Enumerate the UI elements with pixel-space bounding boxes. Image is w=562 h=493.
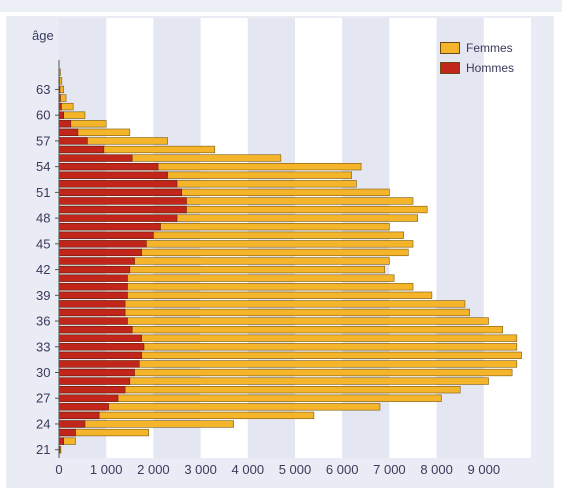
y-tick-label-21: 21 xyxy=(36,442,50,457)
bar-hommes-60 xyxy=(58,111,65,119)
x-tick-label-0: 0 xyxy=(55,462,62,477)
y-tick-label-39: 39 xyxy=(36,288,50,303)
y-tick-label-30: 30 xyxy=(36,365,50,380)
x-tick-label-8: 8 000 xyxy=(420,462,453,477)
x-tick-label-1: 1 000 xyxy=(90,462,123,477)
x-tick-label-7: 7 000 xyxy=(373,462,406,477)
bar-hommes-44 xyxy=(58,248,142,257)
bar-hommes-51 xyxy=(58,188,183,197)
bar-hommes-39 xyxy=(58,291,128,299)
bar-hommes-58 xyxy=(58,128,79,136)
bar-hommes-22 xyxy=(58,437,65,445)
x-tick-label-9: 9 000 xyxy=(468,462,501,477)
legend-swatch-femmes xyxy=(440,42,460,54)
bar-hommes-49 xyxy=(58,205,187,214)
x-tick-label-5: 5 000 xyxy=(279,462,312,477)
bar-hommes-28 xyxy=(58,386,126,394)
y-tick-label-51: 51 xyxy=(36,185,50,200)
bar-hommes-32 xyxy=(58,351,142,360)
bar-hommes-26 xyxy=(58,403,109,411)
bar-hommes-38 xyxy=(58,300,126,308)
y-tick-label-33: 33 xyxy=(36,339,50,354)
bar-hommes-27 xyxy=(58,394,119,402)
grid-band-9 xyxy=(483,18,531,458)
y-tick-label-54: 54 xyxy=(36,159,50,174)
x-tick-label-2: 2 000 xyxy=(137,462,170,477)
bar-hommes-33 xyxy=(58,343,145,351)
legend: Femmes Hommes xyxy=(440,38,514,78)
bar-hommes-37 xyxy=(58,308,126,317)
bar-hommes-25 xyxy=(58,411,100,420)
bar-hommes-55 xyxy=(58,154,133,162)
y-tick-label-63: 63 xyxy=(36,82,50,97)
bar-hommes-41 xyxy=(58,274,128,282)
bar-hommes-56 xyxy=(58,145,105,154)
bar-hommes-53 xyxy=(58,171,168,179)
bar-hommes-48 xyxy=(58,214,178,222)
legend-label-hommes: Hommes xyxy=(466,61,515,75)
bar-hommes-23 xyxy=(58,428,76,437)
y-tick-label-48: 48 xyxy=(36,211,50,226)
bar-hommes-40 xyxy=(58,283,128,291)
bar-hommes-42 xyxy=(58,265,131,274)
legend-item-femmes: Femmes xyxy=(440,38,514,58)
y-axis-title: âge xyxy=(32,28,54,43)
bar-hommes-45 xyxy=(58,240,147,248)
bar-hommes-50 xyxy=(58,197,187,205)
y-tick-label-60: 60 xyxy=(36,108,50,123)
bar-hommes-24 xyxy=(58,420,86,428)
legend-swatch-hommes xyxy=(440,62,460,74)
y-tick-label-42: 42 xyxy=(36,262,50,277)
bar-hommes-35 xyxy=(58,325,133,334)
x-tick-label-6: 6 000 xyxy=(326,462,359,477)
y-tick-label-24: 24 xyxy=(36,416,50,431)
y-tick-label-36: 36 xyxy=(36,314,50,329)
bar-hommes-43 xyxy=(58,257,135,265)
bar-hommes-57 xyxy=(58,137,88,145)
bar-hommes-31 xyxy=(58,360,140,368)
bar-hommes-59 xyxy=(58,120,72,128)
legend-label-femmes: Femmes xyxy=(466,41,513,55)
bar-hommes-46 xyxy=(58,231,154,239)
bar-hommes-30 xyxy=(58,368,135,377)
y-tick-label-27: 27 xyxy=(36,391,50,406)
top-band xyxy=(0,0,562,12)
x-tick-label-4: 4 000 xyxy=(232,462,265,477)
bar-hommes-52 xyxy=(58,180,178,188)
bar-hommes-47 xyxy=(58,223,161,231)
bar-hommes-29 xyxy=(58,377,131,385)
bar-hommes-54 xyxy=(58,162,159,171)
bar-hommes-36 xyxy=(58,317,128,325)
y-tick-label-57: 57 xyxy=(36,133,50,148)
y-tick-label-45: 45 xyxy=(36,236,50,251)
x-tick-label-3: 3 000 xyxy=(184,462,217,477)
legend-item-hommes: Hommes xyxy=(440,58,514,78)
bar-hommes-34 xyxy=(58,334,142,342)
